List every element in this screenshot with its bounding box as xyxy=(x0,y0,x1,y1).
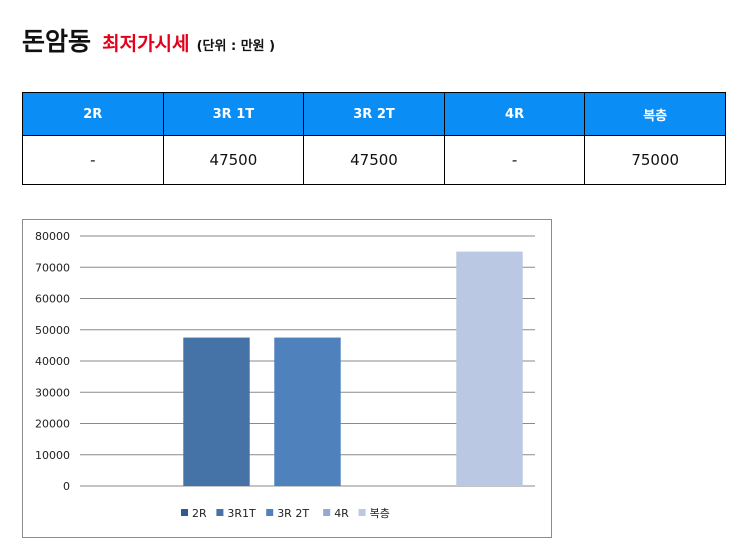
legend-label: 4R xyxy=(334,507,349,520)
legend-swatch xyxy=(358,509,366,516)
value-3r-1t: 47500 xyxy=(162,135,305,185)
header-duplex: 복층 xyxy=(584,92,726,136)
legend-swatch xyxy=(181,509,188,516)
y-tick-label: 70000 xyxy=(35,261,70,274)
header-3r-2t: 3R 2T xyxy=(303,92,445,136)
y-tick-label: 30000 xyxy=(35,386,70,399)
title-location: 돈암동 xyxy=(22,27,92,56)
y-tick-label: 10000 xyxy=(35,449,70,462)
value-duplex: 75000 xyxy=(584,135,726,185)
title-unit: (단위 : 만원 ) xyxy=(196,39,276,54)
y-tick-label: 50000 xyxy=(35,324,70,337)
page-title: 돈암동 최저가시세 (단위 : 만원 ) xyxy=(22,22,275,58)
y-tick-label: 20000 xyxy=(35,418,70,431)
header-4r: 4R xyxy=(443,92,586,136)
table-header-row: 2R 3R 1T 3R 2T 4R 복층 xyxy=(22,92,726,136)
y-tick-label: 60000 xyxy=(35,293,70,306)
y-tick-label: 40000 xyxy=(35,355,70,368)
legend-swatch xyxy=(266,509,274,516)
value-2r: - xyxy=(22,135,164,185)
y-tick-label: 0 xyxy=(63,480,70,493)
value-4r: - xyxy=(443,135,586,185)
legend-label: 3R 2T xyxy=(277,507,309,520)
header-3r-1t: 3R 1T xyxy=(162,92,305,136)
legend-swatch xyxy=(323,509,331,516)
legend-label: 복층 xyxy=(370,507,390,520)
bar xyxy=(183,337,250,486)
y-tick-label: 80000 xyxy=(35,230,70,243)
bar xyxy=(456,251,523,486)
legend-label: 3R1T xyxy=(227,507,256,520)
chart-svg: 0 10000 20000 30000 40000 50000 60000 70000 8000… xyxy=(35,230,535,520)
table-row: - 47500 47500 - 75000 xyxy=(22,135,726,185)
bar xyxy=(274,337,341,486)
value-3r-2t: 47500 xyxy=(303,135,445,185)
header-2r: 2R xyxy=(22,92,164,136)
price-table: 2R 3R 1T 3R 2T 4R 복층 - 47500 47500 - 750… xyxy=(22,92,726,185)
legend-label: 2R xyxy=(192,507,207,520)
legend-swatch xyxy=(216,509,224,516)
price-chart: 0 10000 20000 30000 40000 50000 60000 70000 8000… xyxy=(22,219,552,538)
title-lowest-price: 최저가시세 xyxy=(102,33,190,55)
